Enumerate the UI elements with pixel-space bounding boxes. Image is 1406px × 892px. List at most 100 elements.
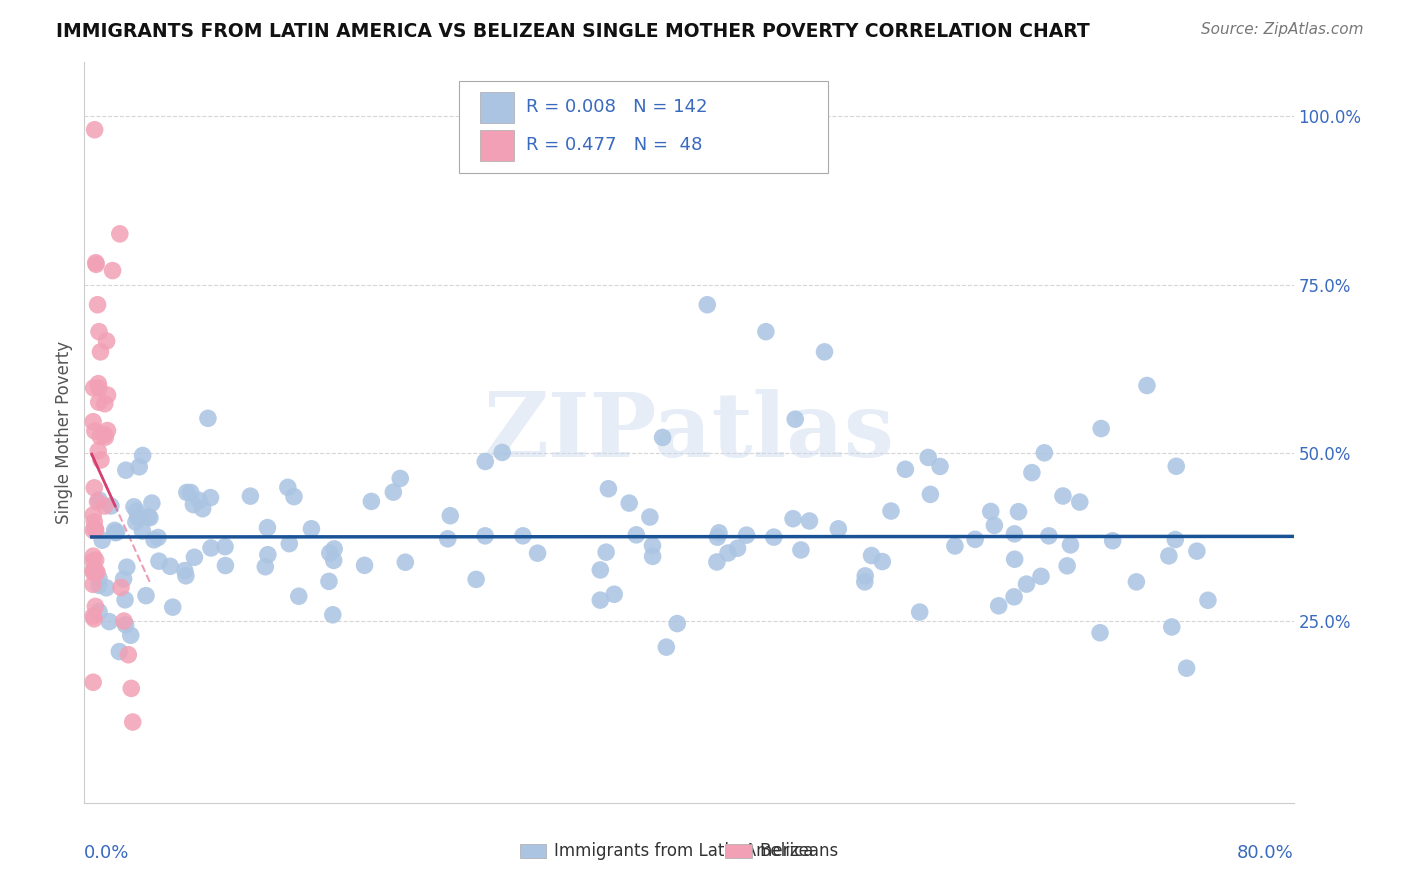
Point (598, 482, 620, 496)
Point (83, 481, 105, 495)
Point (83, 122, 105, 136)
Point (104, 525, 127, 540)
Point (436, 532, 458, 546)
Point (706, 530, 728, 544)
Point (101, 263, 124, 277)
Point (87, 492, 110, 507)
Point (595, 545, 617, 559)
Point (83, 424, 105, 438)
Point (322, 553, 344, 567)
Point (121, 714, 143, 729)
Point (82, 675, 104, 690)
Point (1015, 577, 1038, 591)
Point (980, 504, 1002, 518)
Point (191, 501, 214, 516)
Point (1157, 549, 1180, 563)
Text: 80.0%: 80.0% (1237, 844, 1294, 862)
Point (89, 429, 111, 443)
Point (82, 564, 104, 578)
Point (707, 525, 730, 540)
Point (638, 510, 661, 524)
Point (173, 564, 195, 578)
Point (1166, 459, 1188, 474)
Point (141, 496, 163, 510)
Point (115, 560, 138, 574)
Point (641, 539, 664, 553)
Point (782, 512, 804, 526)
Point (96, 581, 118, 595)
Point (1069, 495, 1091, 509)
Point (120, 628, 142, 642)
Point (1056, 558, 1078, 573)
Y-axis label: Single Mother Poverty: Single Mother Poverty (55, 341, 73, 524)
Text: ZIPatlas: ZIPatlas (484, 389, 894, 476)
Point (799, 514, 821, 528)
Point (917, 450, 939, 465)
Point (965, 533, 987, 547)
Text: R = 0.008   N = 142: R = 0.008 N = 142 (526, 98, 707, 116)
Point (755, 325, 778, 339)
Point (735, 528, 758, 542)
Point (360, 494, 382, 508)
Point (626, 528, 648, 542)
Point (983, 518, 1005, 533)
Point (619, 496, 641, 510)
Point (122, 500, 145, 514)
Point (86, 298, 108, 312)
Point (112, 572, 135, 586)
Point (323, 541, 346, 556)
Point (813, 344, 835, 359)
Point (87, 444, 110, 458)
Point (200, 491, 222, 505)
Point (138, 509, 160, 524)
Point (908, 605, 931, 619)
Point (239, 489, 262, 503)
Point (104, 524, 127, 538)
Point (853, 569, 876, 583)
Point (872, 555, 894, 569)
Point (84, 553, 107, 567)
Point (943, 539, 966, 553)
Point (1033, 446, 1056, 460)
Point (353, 558, 375, 573)
Point (880, 504, 903, 518)
Point (90, 453, 112, 467)
Point (465, 573, 488, 587)
Point (474, 454, 496, 468)
Point (1004, 552, 1026, 566)
Point (82, 609, 104, 624)
Point (1004, 527, 1026, 541)
Point (84, 523, 107, 537)
Point (131, 524, 153, 538)
Point (83, 515, 105, 529)
Point (183, 498, 205, 512)
Point (894, 462, 917, 476)
Point (146, 531, 169, 545)
Text: R = 0.477   N =  48: R = 0.477 N = 48 (526, 136, 702, 153)
Point (87, 578, 110, 592)
Point (1160, 620, 1182, 634)
Point (108, 644, 131, 658)
Point (87, 395, 110, 409)
Point (1090, 421, 1112, 435)
Point (120, 681, 142, 696)
Point (696, 298, 718, 312)
Point (96, 334, 118, 348)
Point (762, 530, 785, 544)
Point (100, 499, 122, 513)
Point (603, 587, 626, 601)
Text: Source: ZipAtlas.com: Source: ZipAtlas.com (1201, 22, 1364, 37)
Point (1125, 574, 1147, 589)
Point (114, 463, 136, 477)
Point (84, 565, 107, 579)
Point (125, 504, 148, 518)
Point (84, 522, 107, 536)
Point (82, 577, 104, 591)
Point (785, 412, 807, 426)
Point (1175, 661, 1198, 675)
Point (474, 529, 496, 543)
Point (180, 485, 202, 500)
Point (159, 559, 181, 574)
FancyBboxPatch shape (725, 844, 752, 858)
Point (174, 569, 197, 583)
